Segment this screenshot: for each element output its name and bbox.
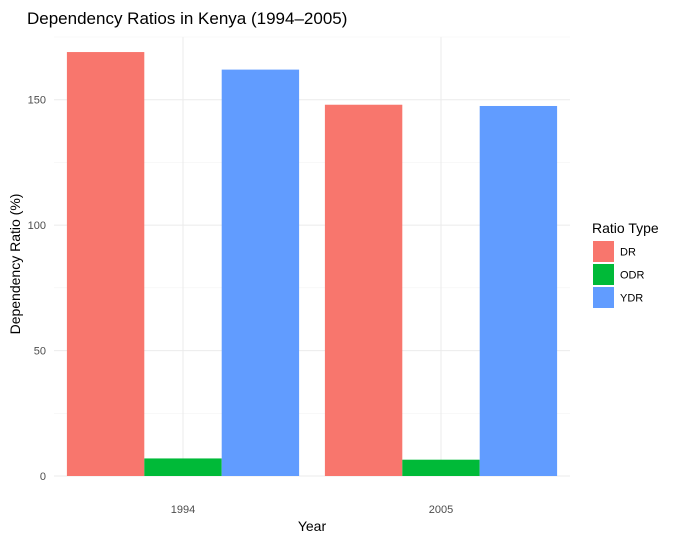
bar-odr-1994: [144, 458, 222, 476]
x-tick-label: 2005: [429, 504, 453, 516]
y-tick-label: 0: [40, 471, 46, 483]
x-axis-title: Year: [298, 518, 327, 534]
legend-key-ydr: [593, 287, 614, 308]
bar-ydr-2005: [479, 105, 558, 476]
bar-odr-2005: [402, 459, 480, 476]
y-axis-title: Dependency Ratio (%): [7, 194, 23, 335]
bar-dr-2005: [324, 104, 403, 476]
chart-title: Dependency Ratios in Kenya (1994–2005): [27, 9, 347, 28]
legend-key-odr: [593, 264, 614, 285]
legend-label-dr: DR: [620, 247, 636, 259]
legend-key-dr: [593, 241, 614, 262]
legend: Ratio Type DR ODR YDR: [592, 220, 659, 308]
legend-label-odr: ODR: [620, 270, 645, 282]
legend-label-ydr: YDR: [620, 293, 643, 305]
y-axis-ticks: 0 50 100 150: [28, 95, 46, 483]
bar-ydr-1994: [221, 69, 300, 477]
y-tick-label: 50: [34, 346, 46, 358]
bars: [66, 52, 558, 477]
y-tick-label: 150: [28, 95, 46, 107]
legend-title: Ratio Type: [592, 220, 659, 236]
x-tick-label: 1994: [171, 504, 195, 516]
y-tick-label: 100: [28, 220, 46, 232]
bar-dr-1994: [66, 52, 145, 477]
x-axis-ticks: 1994 2005: [171, 504, 453, 516]
